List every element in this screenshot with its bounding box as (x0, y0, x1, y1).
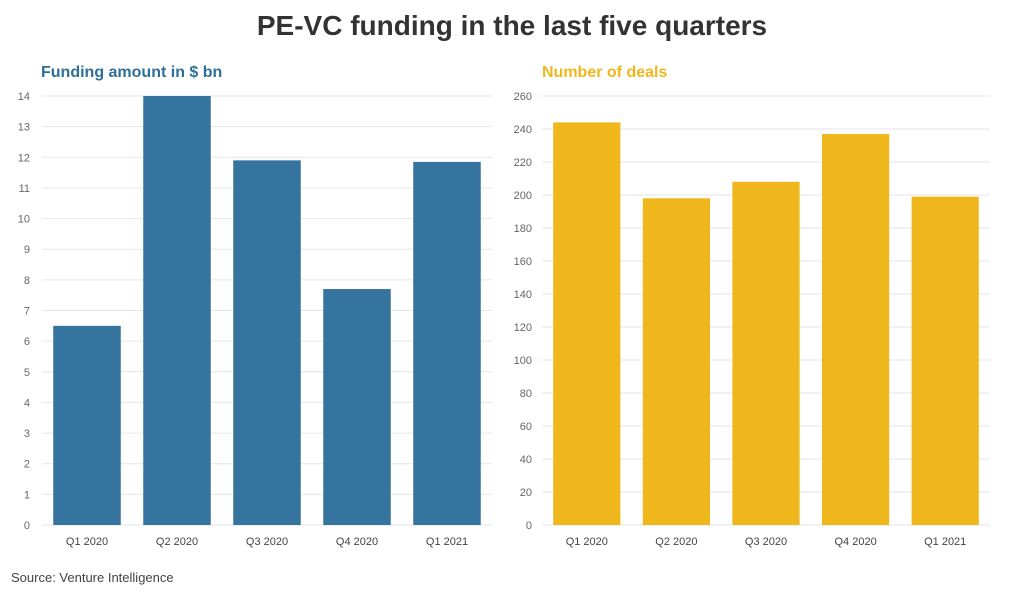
funding-y-tick-label: 6 (24, 336, 30, 348)
funding-y-tick-label: 10 (18, 214, 30, 226)
deals-y-tick-label: 120 (514, 322, 532, 334)
deals-bar (642, 198, 710, 526)
funding-bar (233, 160, 301, 525)
funding-x-tick-label: Q2 2020 (156, 536, 198, 548)
funding-y-tick-label: 4 (24, 397, 30, 409)
funding-bar (413, 161, 481, 525)
funding-bar (323, 289, 391, 525)
funding-y-tick-label: 9 (24, 244, 30, 256)
funding-x-tick-label: Q1 2020 (66, 536, 108, 548)
deals-y-tick-label: 100 (514, 355, 532, 367)
funding-y-tick-label: 1 (24, 489, 30, 501)
deals-y-tick-label: 40 (520, 454, 532, 466)
deals-bar (553, 122, 621, 526)
deals-bar (732, 181, 800, 526)
deals-y-tick-label: 20 (520, 487, 532, 499)
funding-chart-title: Funding amount in $ bn (41, 64, 223, 81)
deals-y-tick-label: 260 (514, 91, 532, 103)
funding-y-tick-label: 0 (24, 520, 30, 532)
deals-y-tick-label: 60 (520, 421, 532, 433)
page-title: PE-VC funding in the last five quarters (256, 10, 768, 41)
funding-y-tick-label: 3 (24, 428, 30, 440)
funding-x-tick-label: Q1 2021 (426, 536, 468, 548)
funding-y-tick-label: 13 (18, 122, 30, 134)
deals-y-tick-label: 140 (514, 289, 532, 301)
funding-x-tick-label: Q3 2020 (246, 536, 288, 548)
deals-x-tick-label: Q1 2021 (924, 536, 966, 548)
deals-bar (911, 196, 979, 525)
deals-x-tick-label: Q4 2020 (834, 536, 876, 548)
deals-y-tick-label: 200 (514, 190, 532, 202)
deals-y-tick-label: 0 (526, 520, 532, 532)
funding-y-tick-label: 8 (24, 275, 30, 287)
deals-y-tick-label: 80 (520, 388, 532, 400)
deals-y-tick-label: 160 (514, 256, 532, 268)
funding-y-tick-label: 2 (24, 459, 30, 471)
deals-x-tick-label: Q3 2020 (745, 536, 787, 548)
funding-y-tick-label: 12 (18, 152, 30, 164)
funding-y-tick-label: 11 (19, 183, 30, 195)
funding-bar (143, 96, 211, 525)
deals-x-tick-label: Q1 2020 (566, 536, 608, 548)
deals-y-tick-label: 240 (514, 124, 532, 136)
funding-y-tick-label: 5 (24, 367, 30, 379)
funding-y-tick-label: 14 (18, 91, 30, 103)
deals-y-tick-label: 220 (514, 157, 532, 169)
source-note: Source: Venture Intelligence (11, 570, 174, 585)
deals-x-tick-label: Q2 2020 (655, 536, 697, 548)
deals-chart-title: Number of deals (542, 64, 668, 81)
deals-y-tick-label: 180 (514, 223, 532, 235)
funding-x-tick-label: Q4 2020 (336, 536, 378, 548)
funding-bar (53, 325, 121, 525)
deals-bar (822, 133, 890, 525)
funding-y-tick-label: 7 (24, 306, 30, 318)
